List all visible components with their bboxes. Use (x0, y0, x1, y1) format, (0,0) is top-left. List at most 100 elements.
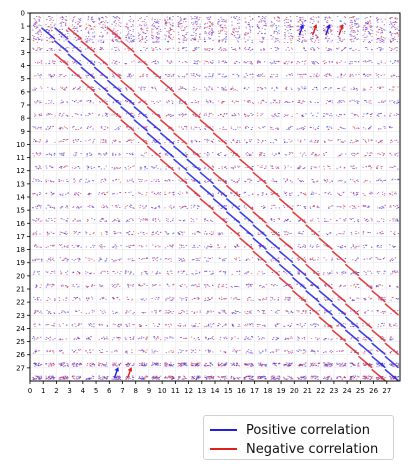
row-mark (223, 218, 225, 220)
row-mark (389, 115, 391, 117)
row-mark (302, 40, 304, 42)
row-mark (291, 181, 293, 183)
row-mark (126, 23, 128, 25)
row-mark (230, 192, 232, 193)
row-mark (170, 114, 172, 116)
row-mark (210, 234, 213, 236)
row-mark (76, 140, 78, 142)
row-mark (194, 22, 197, 24)
row-mark (234, 245, 236, 247)
row-mark (274, 61, 276, 63)
row-mark (352, 31, 354, 33)
row-mark (40, 74, 42, 75)
row-mark (40, 193, 42, 195)
row-mark (105, 115, 107, 116)
row-mark (301, 114, 304, 116)
row-mark (78, 232, 80, 233)
row-mark (211, 165, 213, 167)
row-mark (304, 40, 306, 42)
row-mark (35, 126, 37, 128)
row-mark (260, 245, 262, 247)
row-mark (316, 73, 318, 75)
row-mark (317, 42, 320, 43)
row-mark (218, 60, 220, 62)
row-mark (184, 178, 186, 180)
row-mark (126, 246, 128, 247)
row-mark (141, 179, 143, 180)
row-mark (221, 39, 223, 41)
row-mark (339, 154, 341, 156)
row-mark (352, 89, 355, 90)
row-mark (285, 49, 287, 51)
row-mark (275, 102, 277, 104)
row-mark (312, 115, 314, 117)
row-mark (191, 38, 194, 39)
row-mark (393, 24, 396, 26)
row-mark (368, 100, 370, 102)
row-mark (106, 113, 109, 115)
row-mark (238, 194, 241, 196)
row-mark (65, 127, 67, 129)
row-mark (37, 219, 40, 221)
row-mark (217, 234, 220, 236)
row-mark (62, 128, 64, 130)
row-mark (381, 39, 383, 40)
row-mark (196, 152, 198, 154)
row-mark (89, 100, 92, 102)
row-mark (59, 129, 62, 131)
row-mark (37, 167, 40, 169)
row-mark (325, 152, 327, 154)
row-mark (354, 19, 356, 21)
row-mark (151, 49, 154, 51)
row-mark (343, 22, 345, 24)
row-mark (237, 126, 239, 128)
row-mark (221, 27, 224, 29)
row-mark (315, 155, 318, 157)
row-mark (230, 16, 233, 18)
row-mark (310, 153, 313, 155)
row-mark (353, 87, 356, 89)
row-mark (220, 49, 223, 51)
row-mark (341, 179, 343, 181)
row-mark (221, 232, 223, 234)
row-mark (364, 47, 367, 49)
row-mark (165, 21, 167, 22)
row-mark (329, 100, 331, 102)
row-mark (224, 76, 226, 78)
row-mark (157, 218, 160, 220)
row-mark (279, 101, 281, 103)
row-mark (71, 24, 74, 26)
row-mark (167, 234, 169, 236)
row-mark (273, 247, 275, 249)
row-mark (356, 88, 358, 90)
row-mark (106, 101, 108, 102)
row-mark (315, 35, 317, 37)
row-mark (218, 247, 221, 248)
row-mark (257, 139, 259, 140)
row-mark (155, 232, 157, 234)
row-mark (302, 168, 305, 170)
row-mark (237, 206, 239, 208)
row-mark (218, 153, 220, 154)
row-mark (208, 153, 210, 155)
row-mark (50, 30, 53, 32)
row-mark (155, 221, 157, 222)
row-mark (380, 40, 382, 41)
row-mark (247, 167, 249, 168)
row-mark (395, 21, 398, 23)
row-mark (130, 206, 132, 208)
row-mark (283, 116, 285, 117)
row-mark (232, 49, 234, 50)
row-mark (140, 168, 142, 170)
row-mark (300, 233, 303, 235)
row-mark (99, 153, 101, 155)
row-mark (114, 231, 116, 233)
row-mark (389, 141, 392, 143)
row-mark (245, 21, 247, 23)
row-mark (116, 220, 118, 222)
row-mark (276, 116, 278, 117)
row-mark (100, 168, 103, 170)
row-mark (196, 62, 199, 64)
row-mark (61, 35, 63, 37)
row-mark (236, 74, 238, 76)
